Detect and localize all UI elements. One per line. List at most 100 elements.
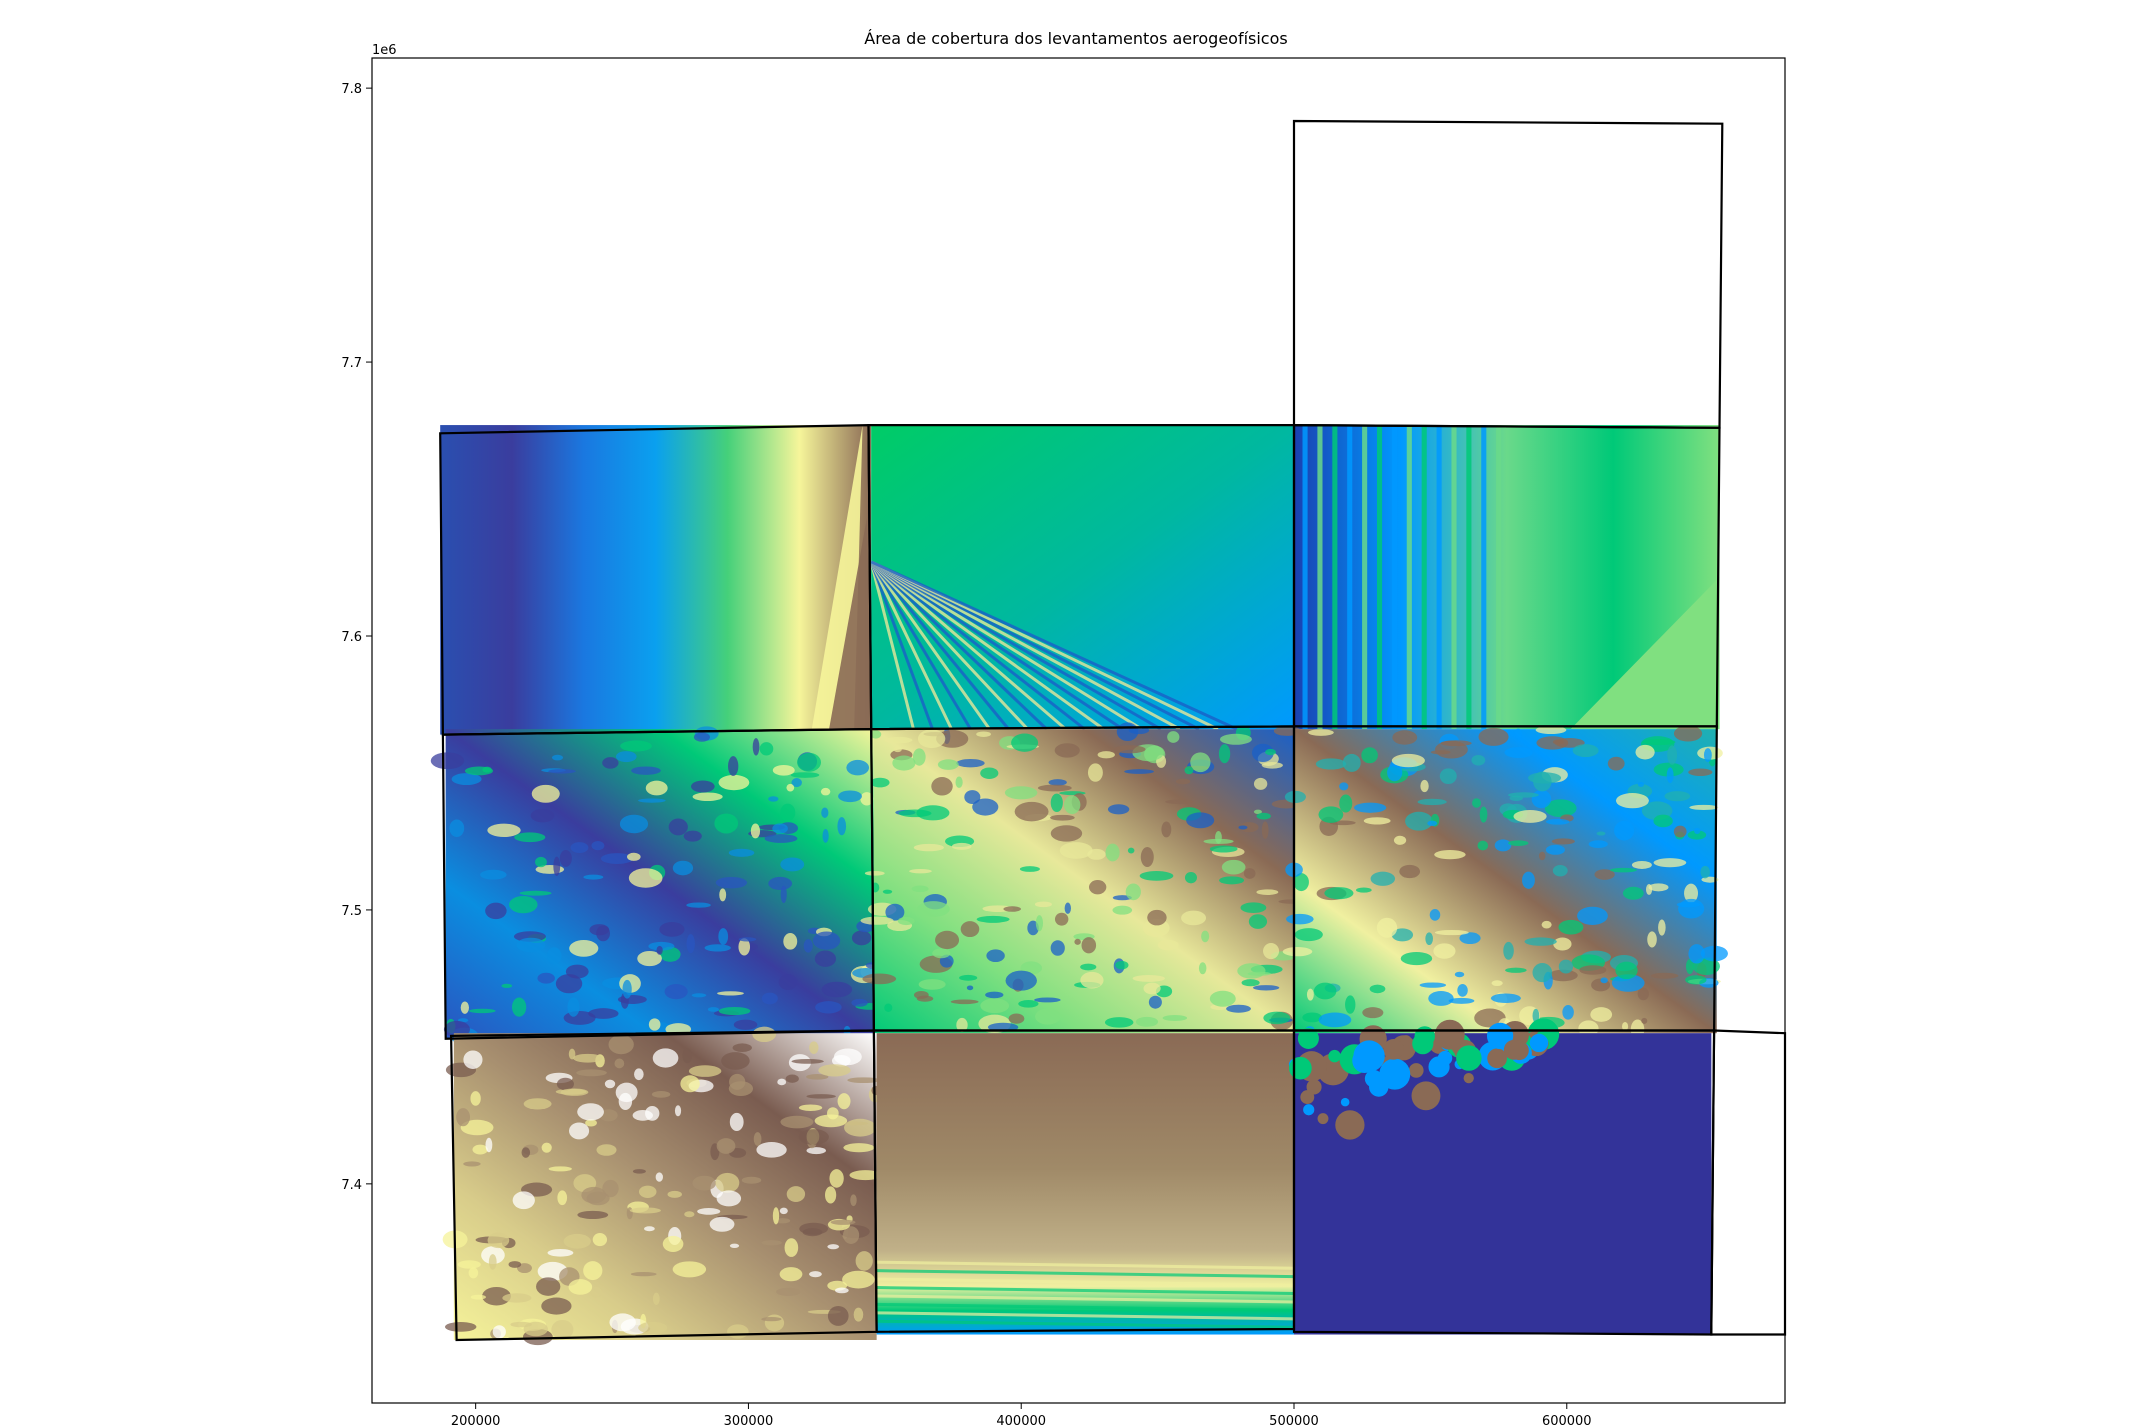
tile-r2-c1-relief — [752, 738, 760, 756]
tile-r2-c3-relief — [1535, 725, 1567, 735]
tile-r2-c1-relief — [683, 830, 702, 842]
tile-r2-c1-relief — [780, 803, 796, 822]
tile-r2-c2-relief — [976, 731, 991, 737]
tile-r2-c3-relief — [1635, 744, 1655, 760]
tile-r2-c2-relief — [860, 916, 894, 925]
tile-r2-c1-relief — [750, 823, 761, 839]
tile-r2-c3-relief — [1363, 817, 1391, 825]
tile-r2-c1-relief — [648, 1018, 661, 1031]
tile-r3-c1-relief — [784, 1238, 799, 1257]
tile-r2-c2-relief — [1050, 793, 1063, 813]
tile-r3-c1-relief — [472, 1144, 488, 1155]
tile-r3-c1-relief — [609, 1313, 636, 1332]
tile-r1-c3-stripe — [1376, 425, 1383, 730]
tile-r1-c2-ray — [869, 561, 915, 730]
tile-r2-c2-relief — [1004, 786, 1038, 800]
tile-r2-c1-relief — [693, 732, 710, 742]
tile-r1-c2-ray — [870, 560, 1010, 731]
tile-r2-c2-relief — [1008, 1013, 1025, 1024]
tile-r3-c1-relief — [806, 1094, 836, 1099]
tile-r3-c1-relief — [592, 1233, 608, 1247]
tile-r2-c3-relief — [1339, 782, 1349, 791]
tile-r2-c3-relief — [1315, 758, 1347, 770]
tile-r1-c2-ray — [870, 560, 1238, 731]
tile-r2-c3-relief — [1673, 725, 1703, 742]
tile-r2-c3-relief — [1700, 865, 1710, 879]
tile-r2-c1-relief — [764, 834, 798, 843]
tile-r2-c2-relief — [1097, 751, 1115, 759]
tile-r2-c2-relief — [1107, 804, 1130, 815]
tile-r3-c3-coast-patch — [1353, 1040, 1385, 1072]
tile-r1-c3-stripe — [1317, 425, 1323, 730]
tile-r2-c2-relief — [1219, 876, 1245, 885]
tile-r3-c1-relief — [684, 1211, 695, 1218]
tile-r2-c2-relief — [884, 1003, 893, 1012]
tile-r2-c3-relief — [1650, 972, 1679, 979]
tile-r1-c3-stripe — [1481, 425, 1487, 730]
tile-r2-c3-relief — [1318, 1012, 1352, 1028]
tile-r2-c2-relief — [1035, 1008, 1061, 1025]
tile-r2-c3-relief — [1553, 937, 1572, 951]
tile-r2-c1-relief — [691, 993, 707, 998]
tile-r2-c1-relief — [715, 876, 748, 889]
tile-r2-c1-relief — [622, 979, 632, 999]
tile-r2-c2-relief — [913, 843, 944, 852]
tile-r2-c2-relief — [1201, 930, 1210, 943]
tile-r2-c2-relief — [1238, 825, 1248, 830]
tile-r1-c2-ray — [869, 561, 953, 730]
tile-r3-c1-relief — [548, 1166, 572, 1172]
tile-r2-c2-relief — [1113, 745, 1146, 754]
tile-r3-c3-coast-patch — [1340, 1097, 1350, 1107]
tile-r2-c2-relief — [1064, 902, 1071, 914]
tile-r2-c3-relief — [1562, 1005, 1574, 1020]
tile-r2-c1-relief — [615, 751, 637, 763]
tile-r2-c3-relief — [1684, 883, 1699, 903]
tile-r2-c2-relief — [1219, 733, 1252, 745]
tile-r2-c2-relief — [1034, 997, 1061, 1003]
tile-r2-c1-relief — [772, 823, 788, 834]
tile-r2-c1-relief — [551, 754, 564, 761]
tile-r3-c1-relief — [585, 1119, 597, 1127]
x-tick-label: 400000 — [996, 1414, 1046, 1425]
tile-r3-c1-relief — [599, 1109, 618, 1122]
tile-r2-c1-relief — [822, 829, 829, 843]
tile-r2-c3-relief — [1439, 768, 1457, 785]
tile-r2-c3-relief — [1522, 871, 1535, 889]
tile-r2-c3-relief — [1552, 864, 1568, 877]
tile-r3-c1-relief — [785, 1074, 799, 1083]
tile-r2-c1-relief — [791, 778, 802, 788]
tile-r2-c2-relief — [950, 999, 979, 1005]
tile-r3-c1-relief — [674, 1105, 682, 1117]
tile-r3-c3-coast-patch — [1328, 1049, 1341, 1063]
tile-r2-c2-relief — [1209, 845, 1238, 853]
tile-r3-c1-relief — [463, 1050, 483, 1069]
tile-r2-c2-relief — [1081, 937, 1097, 954]
tile-r1-c3-stripe — [1421, 425, 1427, 730]
tile-r3-c1-relief — [547, 1248, 574, 1257]
tile-r2-c1-relief — [511, 997, 527, 1017]
tile-r2-c3-relief — [1513, 809, 1547, 823]
tile-r2-c2-relief — [1184, 766, 1194, 775]
tile-r2-c3-base — [1293, 729, 1717, 1034]
tile-r2-c2-relief — [1241, 979, 1260, 987]
tile-r2-c3-relief — [1490, 993, 1521, 1003]
tile-r2-c3-relief — [1687, 830, 1707, 840]
tile-r2-c1-relief — [546, 947, 562, 965]
tile-r3-c1-relief — [488, 1254, 497, 1270]
tile-r3-c1-relief — [583, 1261, 603, 1281]
tile-r3-c3-coast-patch — [1300, 1090, 1315, 1105]
tile-r2-c1-relief — [860, 792, 874, 806]
tile-r2-c3-relief — [1579, 965, 1607, 975]
tile-r2-c1-relief — [733, 1019, 758, 1030]
tile-r2-c3-relief — [1648, 883, 1669, 892]
tile-r3-c2-band — [876, 1269, 1295, 1279]
tile-r2-c1-relief — [664, 984, 688, 1000]
tile-r1-c2-ray — [869, 561, 991, 730]
tile-r2-c3-relief — [1494, 839, 1512, 852]
survey-outlines — [439, 119, 1787, 1342]
tile-r3-c1-relief — [855, 1251, 873, 1271]
tile-r3-c1-relief — [818, 1064, 851, 1077]
tile-r1-c2-ray — [870, 560, 1029, 731]
tile-r2-c1-relief — [692, 792, 723, 802]
